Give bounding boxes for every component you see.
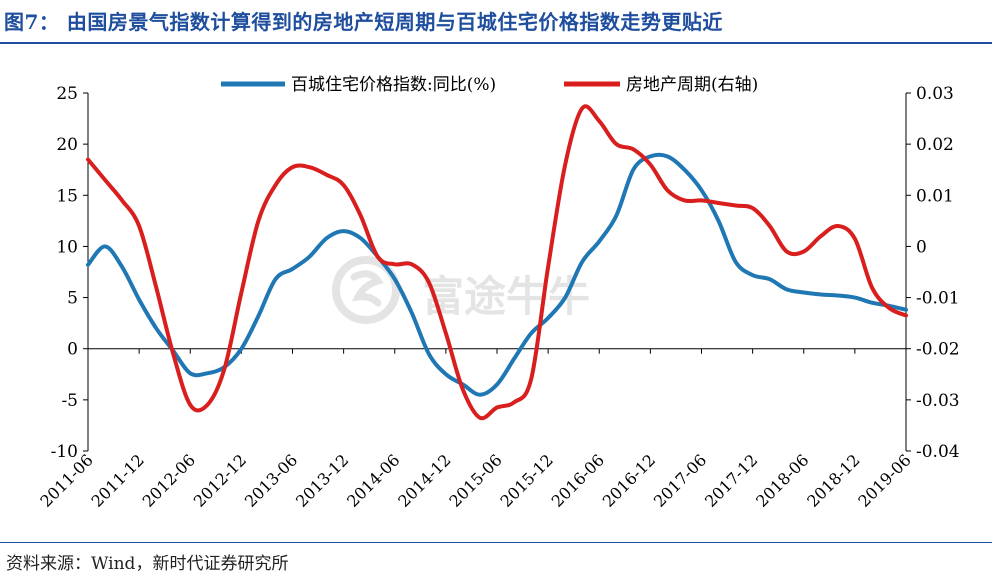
- left-tick-label: -10: [51, 442, 78, 462]
- chart-area: 25 20 15 10 5 0 -5 -10 0.03 0.02 0.01 0 -0.01 -0.02 -0…: [0, 44, 992, 540]
- source-note: 资料来源：Wind，新时代证券研究所: [6, 554, 289, 574]
- x-tick-label: 2016-06: [548, 450, 608, 510]
- x-tick-label: 2018-12: [803, 450, 863, 510]
- legend: 百城住宅价格指数:同比(%) 房地产周期(右轴): [221, 75, 758, 95]
- x-tick-label: 2012-06: [139, 450, 199, 510]
- right-tick-label: -0.02: [916, 340, 960, 360]
- right-tick-label: 0: [916, 237, 927, 257]
- right-tick-label: 0.01: [916, 186, 954, 206]
- x-tick-label: 2011-12: [88, 450, 148, 510]
- x-tick-label: 2016-12: [599, 450, 659, 510]
- right-tick-label: -0.03: [916, 391, 960, 411]
- legend-label: 百城住宅价格指数:同比(%): [291, 75, 496, 95]
- x-tick-label-group: 2016-12: [599, 450, 659, 510]
- right-tick-label: 0.03: [916, 84, 954, 104]
- right-tick-label: 0.02: [916, 135, 954, 155]
- x-tick-label-group: 2012-12: [190, 450, 250, 510]
- series-line-real-estate-cycle: [86, 104, 908, 421]
- x-tick-label: 2015-12: [497, 450, 557, 510]
- figure-title: 图7： 由国房景气指数计算得到的房地产短周期与百城住宅价格指数走势更贴近: [4, 10, 723, 34]
- x-tick-label: 2019-06: [854, 450, 914, 510]
- left-tick-label: 20: [56, 135, 78, 155]
- x-tick-label-group: 2016-06: [548, 450, 608, 510]
- x-tick-label-group: 2018-06: [752, 450, 812, 510]
- x-tick-label-group: 2013-06: [241, 450, 301, 510]
- right-tick-label: -0.04: [916, 442, 960, 462]
- x-tick-label-group: 2015-12: [497, 450, 557, 510]
- x-tick-label: 2017-06: [650, 450, 710, 510]
- x-tick-label-group: 2013-12: [292, 450, 352, 510]
- watermark-text: 富途牛牛: [422, 272, 591, 321]
- x-tick-label: 2013-12: [292, 450, 352, 510]
- series-layer: [86, 104, 908, 421]
- axes-layer: 25 20 15 10 5 0 -5 -10 0.03 0.02 0.01 0 -0.01 -0.02 -0…: [36, 84, 959, 511]
- futu-logo-icon: [332, 256, 400, 324]
- x-tick-label-group: 2011-12: [88, 450, 148, 510]
- x-tick-label-group: 2012-06: [139, 450, 199, 510]
- source-rule: [0, 542, 992, 543]
- right-tick-label: -0.01: [916, 289, 960, 309]
- x-tick-label: 2018-06: [752, 450, 812, 510]
- series-line-price-index: [86, 152, 908, 397]
- x-tick-label-group: 2014-12: [394, 450, 454, 510]
- legend-label: 房地产周期(右轴): [626, 75, 758, 95]
- x-tick-label-group: 2015-06: [445, 450, 505, 510]
- x-tick-label: 2012-12: [190, 450, 250, 510]
- left-tick-label: 10: [56, 237, 78, 257]
- x-tick-label: 2014-12: [394, 450, 454, 510]
- x-tick-label-group: 2014-06: [343, 450, 403, 510]
- x-tick-label: 2015-06: [445, 450, 505, 510]
- title-rule: [0, 42, 992, 44]
- x-tick-label-group: 2017-12: [701, 450, 761, 510]
- x-tick-label-group: 2017-06: [650, 450, 710, 510]
- line-chart: 25 20 15 10 5 0 -5 -10 0.03 0.02 0.01 0 -0.01 -0.02 -0…: [36, 75, 959, 511]
- x-tick-label: 2014-06: [343, 450, 403, 510]
- left-tick-label: 0: [67, 340, 78, 360]
- watermark: 富途牛牛: [330, 255, 670, 325]
- title-bar: 图7： 由国房景气指数计算得到的房地产短周期与百城住宅价格指数走势更贴近: [0, 0, 992, 44]
- left-tick-label: 25: [56, 84, 78, 104]
- x-tick-label-group: 2019-06: [854, 450, 914, 510]
- left-tick-label: -5: [61, 391, 78, 411]
- x-tick-label: 2013-06: [241, 450, 301, 510]
- x-tick-label-group: 2018-12: [803, 450, 863, 510]
- left-tick-label: 15: [56, 186, 78, 206]
- x-tick-label: 2017-12: [701, 450, 761, 510]
- left-tick-label: 5: [67, 289, 78, 309]
